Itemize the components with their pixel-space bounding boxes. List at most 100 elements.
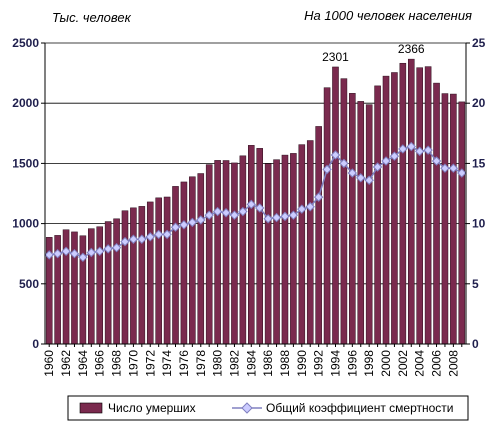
x-tick-label: 2002 [396,350,410,377]
rate-point-1979 [204,210,214,220]
rate-point-1973 [153,229,164,240]
x-tick-label: 1986 [261,350,275,377]
bar-1967 [104,221,112,345]
x-tick-label: 2006 [430,350,444,377]
rate-point-1977 [187,217,198,228]
bar-1997 [357,101,365,345]
bar-1994 [332,66,339,345]
bar-1980 [214,160,221,345]
bar-1978 [197,173,205,345]
y-left-tick-label: 0 [32,337,39,351]
rate-point-1971 [137,234,147,244]
x-tick-label: 1994 [328,350,342,377]
rate-point-1970 [128,234,139,244]
bar-1963 [71,231,78,345]
x-tick-label: 1960 [42,350,56,377]
bar-2002 [399,62,407,345]
bar-2003 [407,58,415,345]
x-tick-label: 2000 [379,350,393,377]
rate-point-1974 [162,229,172,240]
bar-1987 [273,159,280,345]
bar-2004 [416,67,423,345]
rate-point-2008 [448,163,459,173]
rate-point-1967 [103,244,113,254]
bar-1971 [138,206,146,345]
rate-point-2002 [398,144,408,154]
rate-point-1992 [313,192,324,202]
bar-2005 [424,66,432,345]
legend-label-rate: Общий коэффициент смертности [266,401,454,415]
x-tick-label: 1982 [227,350,241,377]
bar-1989 [290,153,297,345]
rate-point-1980 [212,206,223,217]
bar-2000 [382,75,390,345]
x-tick-label: 1996 [345,350,359,377]
rate-point-2005 [423,145,433,155]
bar-1972 [146,201,154,345]
bar-1969 [121,210,129,345]
rate-point-1989 [288,210,299,220]
bar-1973 [155,197,162,345]
chart-title-right: На 1000 человек населения [304,8,472,23]
bar-2006 [433,82,440,345]
x-tick-label: 1980 [211,350,225,377]
rate-point-2001 [389,151,400,161]
rate-point-1983 [238,206,248,217]
bar-1999 [374,85,381,345]
y-right-tick-label: 10 [472,217,486,231]
bar-1984 [248,145,255,345]
rate-point-1966 [95,246,105,256]
bar-1990 [298,144,306,345]
x-tick-label: 1992 [312,350,326,377]
bar-1975 [172,186,179,345]
rate-point-1991 [305,202,315,212]
rate-point-1963 [69,248,80,259]
rate-point-1972 [145,232,155,242]
rate-point-1982 [229,210,240,220]
bar-1974 [163,196,171,345]
x-tick-label: 2004 [413,350,427,377]
rate-point-1998 [364,175,374,185]
bar-1979 [205,164,213,345]
rate-point-1976 [179,220,189,230]
bar-1970 [130,207,137,345]
rate-point-1981 [221,208,231,218]
bar-2008 [450,93,457,345]
bar-2009 [458,101,466,345]
bar-2001 [391,72,398,345]
y-left-tick-label: 2000 [12,96,39,110]
x-tick-label: 1990 [295,350,309,377]
rate-point-1969 [120,236,130,247]
rate-point-1999 [372,162,383,172]
x-tick-label: 1998 [362,350,376,377]
rate-point-2000 [381,156,391,166]
y-right-tick-label: 5 [472,277,479,291]
bar-1991 [306,140,314,345]
bar-1993 [323,87,331,345]
bar-1985 [256,148,263,345]
rate-point-1984 [246,199,256,210]
y-left-tick-label: 500 [19,277,39,291]
bar-1981 [222,160,230,345]
bar-1977 [189,176,196,345]
x-tick-label: 1962 [59,350,73,377]
rate-point-1995 [339,158,349,169]
rate-point-1964 [78,252,88,263]
rate-point-1978 [196,215,206,225]
rate-point-1990 [297,204,307,214]
y-left-tick-label: 2500 [12,36,39,50]
rate-point-2009 [457,168,467,178]
line-series [44,141,467,263]
y-right-tick-label: 20 [472,96,486,110]
x-tick-label: 1972 [143,350,157,377]
x-tick-label: 1964 [76,350,90,377]
rate-point-1968 [111,242,122,253]
bar-1968 [113,218,120,345]
y-right-tick-label: 25 [472,36,486,50]
rate-point-1994 [330,150,341,160]
rate-point-2004 [414,146,425,157]
bar-1976 [180,181,188,345]
rate-point-1975 [170,222,181,232]
y-left-tick-label: 1500 [12,156,39,170]
x-tick-label: 2008 [446,350,460,377]
